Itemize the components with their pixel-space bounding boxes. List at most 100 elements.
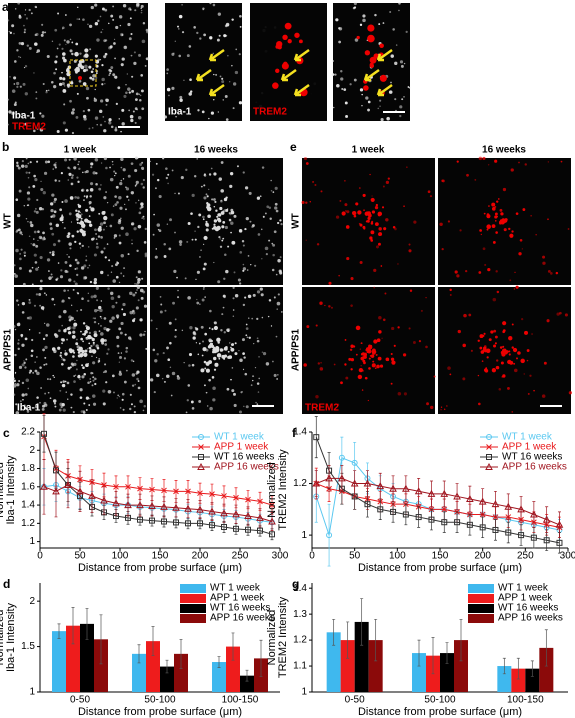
cell-cluster — [494, 220, 497, 222]
bar — [226, 646, 240, 692]
cell-speck — [78, 18, 81, 20]
cell-cluster — [61, 338, 65, 342]
cell-speck — [360, 342, 363, 345]
cell-speck — [61, 47, 64, 50]
cell-speck — [176, 276, 178, 279]
error-bar — [391, 475, 395, 502]
cell-speck — [93, 330, 97, 335]
legend-label: APP 1 week — [210, 593, 265, 604]
cell-cluster — [359, 223, 363, 227]
cell-speck — [339, 199, 342, 202]
cell-speck — [274, 186, 278, 190]
cell-speck — [82, 171, 84, 174]
cell-speck — [95, 76, 98, 80]
cell-speck — [126, 73, 128, 75]
cell-cluster — [206, 202, 209, 205]
cell-speck — [225, 118, 229, 121]
cell-speck — [401, 98, 404, 101]
cell-cluster — [223, 197, 228, 202]
point — [530, 534, 537, 541]
cell-cluster — [481, 360, 484, 362]
cell-speck — [166, 72, 169, 75]
x-tick-label: 50 — [74, 551, 86, 562]
cell-cluster — [207, 345, 212, 349]
cell-cluster — [101, 64, 104, 67]
cell-speck — [378, 227, 382, 231]
cell-speck — [199, 303, 201, 305]
cell-speck — [425, 296, 427, 299]
legend-label: WT 1 week — [210, 583, 261, 594]
cell-cluster — [502, 349, 506, 353]
cell-cluster — [230, 343, 234, 346]
cell-speck — [100, 300, 103, 302]
cell-speck — [16, 322, 21, 327]
cell-speck — [84, 330, 88, 334]
cell-speck — [77, 6, 79, 9]
cell-speck — [21, 343, 25, 347]
cell-speck — [38, 207, 43, 211]
cell-speck — [174, 40, 176, 42]
cell-speck — [79, 396, 83, 399]
cell-speck — [81, 244, 84, 248]
cell-cluster — [93, 333, 98, 338]
cell-cluster — [81, 349, 85, 354]
cell-speck — [514, 271, 516, 273]
cell-speck — [44, 322, 46, 324]
cell-speck — [134, 156, 138, 160]
cell-speck — [377, 107, 379, 110]
cell-speck — [130, 118, 134, 123]
cell-cluster — [378, 232, 383, 237]
bar — [240, 675, 254, 692]
cell-speck — [23, 66, 26, 69]
cell-speck — [101, 83, 104, 86]
cell-speck — [213, 321, 217, 325]
cell-cluster — [374, 222, 379, 227]
cell-cluster — [69, 196, 74, 200]
cell-speck — [459, 229, 462, 232]
cell-speck — [70, 176, 74, 179]
cell-speck — [109, 224, 113, 228]
cell-speck — [14, 353, 17, 357]
cell-cluster — [360, 352, 364, 356]
cell-speck — [141, 166, 145, 170]
cell-speck — [138, 53, 141, 57]
cell-speck — [196, 298, 198, 301]
cell-speck — [134, 383, 137, 386]
cell-speck — [305, 162, 309, 165]
cell-speck — [208, 378, 211, 382]
cell-cluster — [511, 230, 514, 233]
cell-speck — [30, 354, 34, 358]
cell-cluster — [205, 361, 210, 366]
cell-speck — [114, 203, 118, 207]
cell-speck — [34, 361, 36, 363]
cell-speck — [63, 85, 66, 87]
arrow — [293, 83, 310, 97]
cell-speck — [90, 295, 94, 299]
error-bar — [85, 608, 89, 640]
error-bar — [417, 506, 421, 528]
cell-speck — [74, 268, 77, 270]
cell-speck — [320, 361, 322, 364]
cell-speck — [72, 410, 75, 414]
cell-speck — [42, 348, 45, 352]
cell-speck — [89, 280, 93, 284]
cell-speck — [23, 404, 26, 407]
cell-speck — [456, 274, 460, 278]
point — [428, 516, 435, 523]
cell-speck — [52, 243, 57, 247]
cell-speck — [36, 128, 39, 130]
cell-speck — [135, 276, 138, 279]
cell-speck — [136, 370, 140, 374]
cell-speck — [143, 218, 145, 220]
cell-speck — [103, 55, 107, 59]
cell-speck — [25, 17, 29, 20]
point — [88, 491, 96, 499]
cell-speck — [232, 286, 235, 289]
cell-speck — [203, 196, 207, 200]
cell-speck — [104, 339, 107, 342]
cell-cluster — [357, 374, 363, 380]
cell-speck — [212, 52, 215, 55]
cell-speck — [320, 190, 323, 193]
cell-speck — [114, 263, 118, 267]
trem2-dot — [78, 76, 82, 80]
